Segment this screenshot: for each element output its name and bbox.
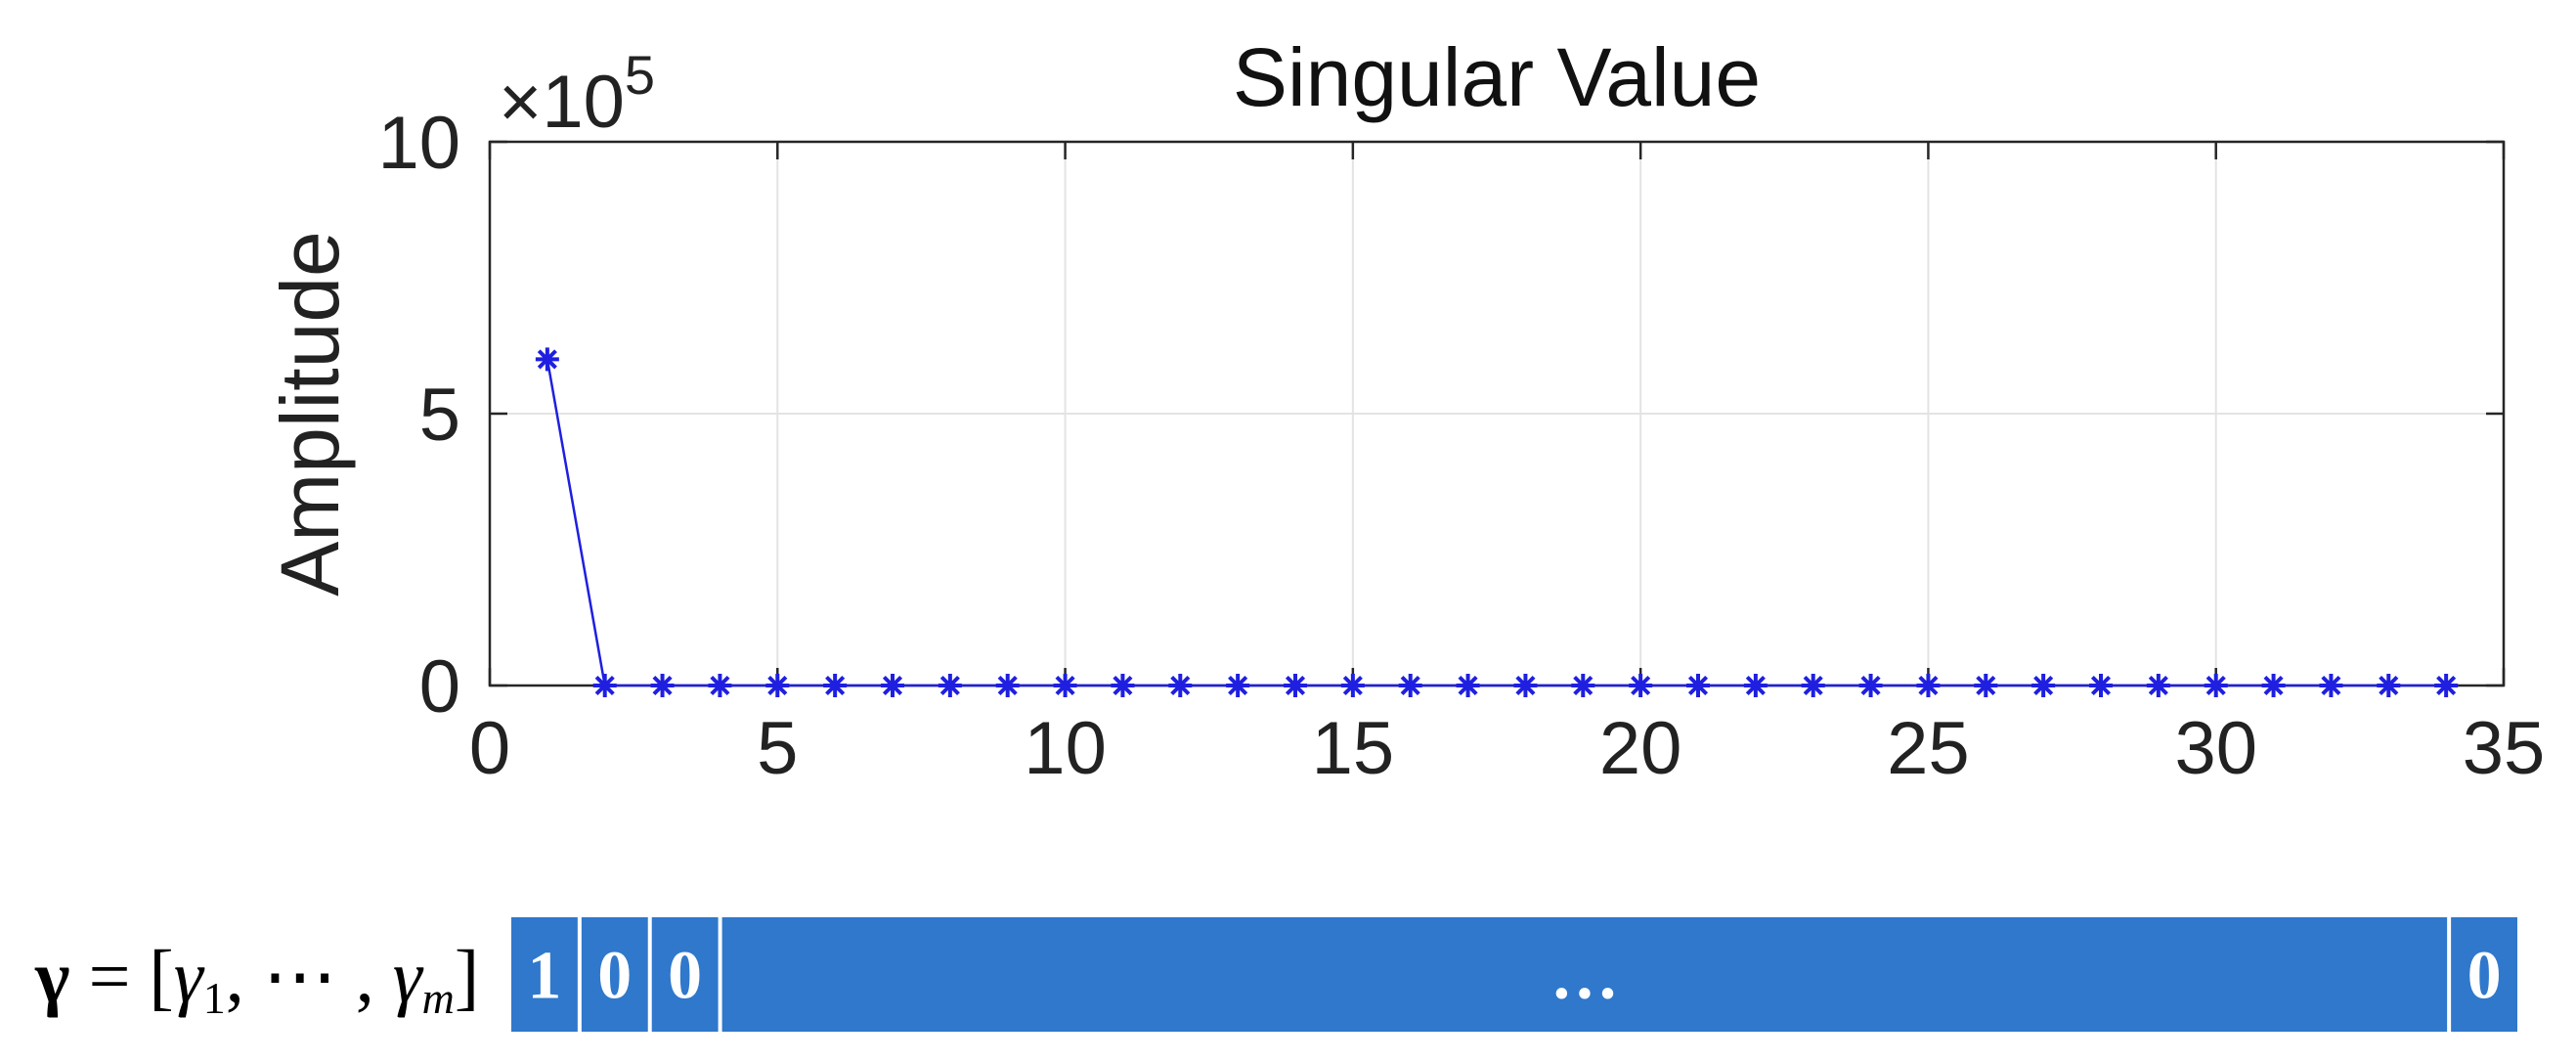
data-point-asterisk (592, 674, 617, 697)
data-point-asterisk (1801, 674, 1825, 697)
grid-lines (490, 142, 2504, 686)
data-point-asterisk (1686, 674, 1710, 697)
data-point-asterisk (823, 674, 848, 697)
data-point-asterisk (2434, 674, 2459, 697)
x-tick-label: 5 (757, 707, 798, 790)
axis-ticks: 0 5 10 15 20 25 30 35 0 5 10 (377, 102, 2545, 790)
data-point-asterisk (1571, 674, 1595, 697)
gamma-cell: 0 (651, 917, 719, 1032)
series-singular-values (535, 347, 2459, 697)
gamma-cell-label: 1 (527, 939, 561, 1014)
gamma-cell: 1 (511, 917, 578, 1032)
x-tick-label: 35 (2463, 707, 2546, 790)
gamma-cell-label: 0 (2467, 939, 2502, 1014)
data-point-asterisk (2319, 674, 2343, 697)
gamma-cell: 0 (2451, 917, 2517, 1032)
y-tick-label: 5 (419, 374, 460, 457)
data-point-asterisk (1398, 674, 1422, 697)
data-point-asterisk (1456, 674, 1480, 697)
gamma-cell-label: … (1550, 939, 1619, 1014)
gamma-cells: 1 0 0… 0 (511, 917, 2517, 1032)
gamma-cell: 0 (581, 917, 648, 1032)
x-tick-label: 15 (1312, 707, 1395, 790)
data-point-asterisk (2204, 674, 2228, 697)
data-point-asterisk (1513, 674, 1538, 697)
gamma-equation: γ = [γ1, ⋯ , γm] (34, 936, 479, 1023)
gamma-cell-label: 0 (597, 939, 632, 1014)
y-tick-label: 10 (377, 102, 460, 185)
data-point-asterisk (1743, 674, 1768, 697)
data-point-asterisk (2146, 674, 2170, 697)
data-point-asterisk (995, 674, 1020, 697)
data-point-asterisk (1629, 674, 1653, 697)
gamma-cell-box (651, 917, 719, 1032)
data-point-asterisk (650, 674, 675, 697)
data-point-asterisk (1974, 674, 1998, 697)
data-point-asterisk (938, 674, 962, 697)
x-tick-label: 20 (1599, 707, 1682, 790)
gamma-cell-box (581, 917, 648, 1032)
gamma-cell-box (511, 917, 578, 1032)
y-exponent-power: 5 (625, 44, 655, 106)
x-tick-label: 30 (2174, 707, 2257, 790)
x-tick-label: 10 (1024, 707, 1107, 790)
data-point-asterisk (535, 347, 559, 372)
y-axis-label: Amplitude (264, 231, 356, 597)
chart-title: Singular Value (1233, 31, 1761, 123)
data-point-asterisk (1284, 674, 1307, 697)
data-point-asterisk (1340, 674, 1365, 697)
data-point-asterisk (1053, 674, 1077, 697)
data-point-asterisk (708, 674, 732, 697)
data-point-asterisk (1168, 674, 1193, 697)
singular-value-chart: 0 5 10 15 20 25 30 35 0 5 10 Singular Value ×105 A… (264, 31, 2545, 790)
gamma-cell-box (2451, 917, 2517, 1032)
data-point-asterisk (2261, 674, 2286, 697)
gamma-bold-symbol: γ (34, 936, 70, 1018)
data-point-asterisk (1226, 674, 1250, 697)
x-tick-label: 0 (469, 707, 510, 790)
y-exponent-label: ×105 (499, 44, 655, 144)
data-point-asterisk (2377, 674, 2401, 697)
y-tick-label: 0 (419, 645, 460, 729)
gamma-cell-label: 0 (668, 939, 702, 1014)
series-line (546, 359, 2447, 687)
x-tick-label: 25 (1887, 707, 1970, 790)
data-point-asterisk (2089, 674, 2113, 697)
data-point-asterisk (2031, 674, 2056, 697)
data-point-asterisk (765, 674, 790, 697)
gamma-cell-box (721, 917, 2448, 1032)
gamma-vector-row: γ = [γ1, ⋯ , γm] 1 0 0… 0 (34, 917, 2517, 1032)
data-point-asterisk (1916, 674, 1941, 697)
data-point-asterisk (1858, 674, 1883, 697)
data-point-asterisk (1111, 674, 1135, 697)
data-point-asterisk (881, 674, 904, 697)
gamma-cell: … (721, 917, 2448, 1032)
